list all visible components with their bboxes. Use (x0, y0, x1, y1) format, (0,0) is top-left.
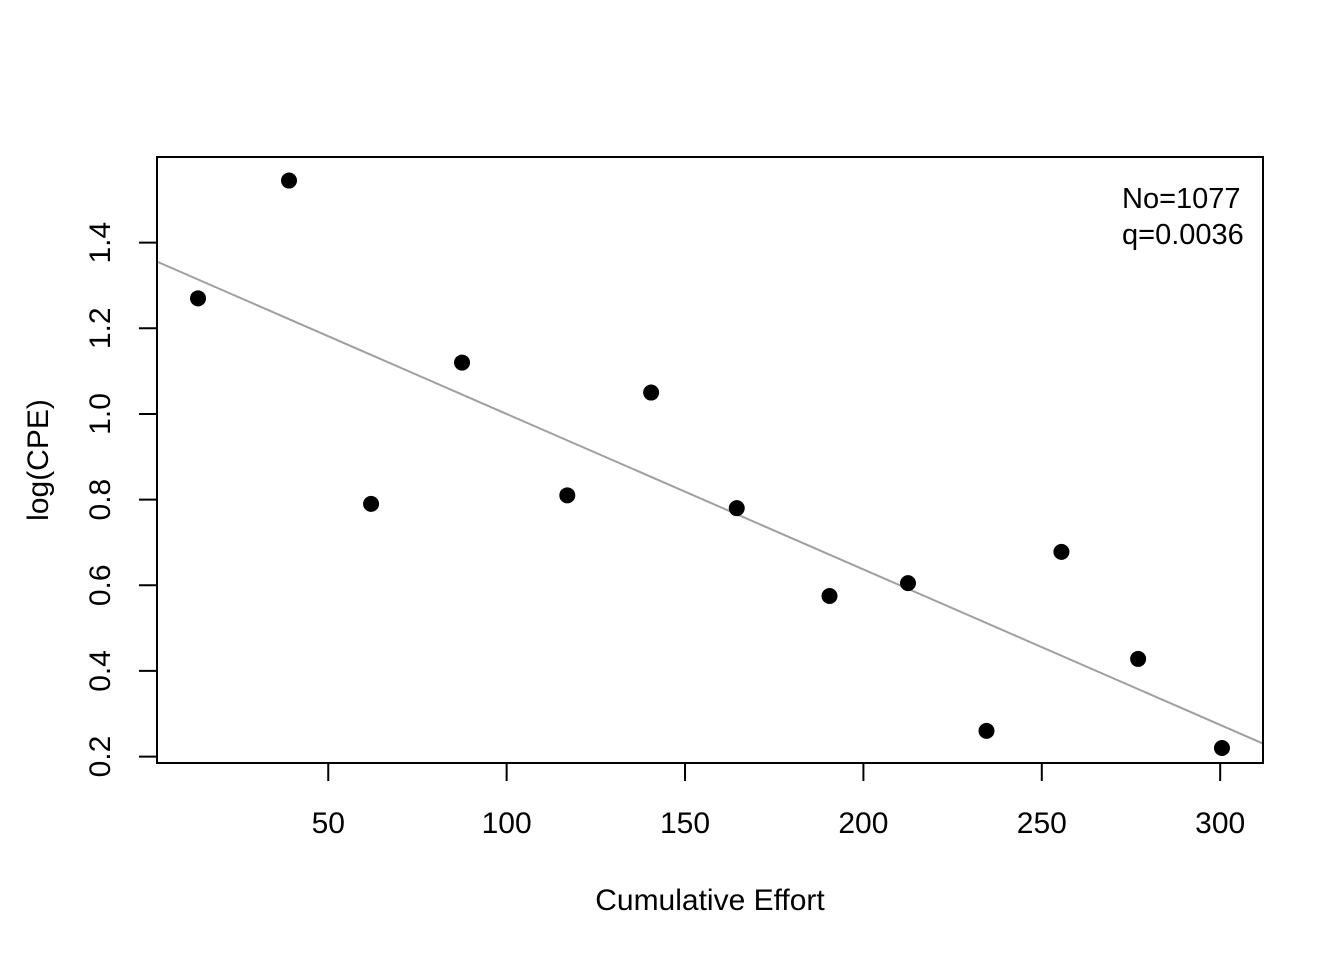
data-point (821, 587, 838, 604)
x-tick-label: 50 (312, 807, 345, 840)
fit-line-layer (156, 260, 1264, 745)
y-tick-label: 1.4 (84, 222, 117, 264)
data-point (559, 487, 576, 504)
annotation-no: No=1077 (1122, 183, 1241, 215)
data-point (190, 290, 207, 307)
y-tick-label: 0.8 (84, 479, 117, 521)
y-tick-label: 1.2 (84, 307, 117, 349)
data-point (454, 354, 471, 371)
x-axis-title: Cumulative Effort (595, 884, 825, 917)
x-tick-label: 250 (1017, 807, 1067, 840)
data-point (281, 172, 298, 189)
data-point (363, 495, 380, 512)
regression-line (156, 260, 1264, 745)
x-tick-label: 100 (482, 807, 532, 840)
x-tick-label: 150 (660, 807, 710, 840)
annotation-q: q=0.0036 (1122, 219, 1244, 251)
y-tick-label: 0.2 (84, 736, 117, 778)
data-point (1213, 740, 1230, 757)
y-tick-label: 0.4 (84, 650, 117, 692)
data-point (728, 500, 745, 517)
data-point (1130, 650, 1147, 667)
data-point (900, 575, 917, 592)
data-point (1053, 543, 1070, 560)
x-tick-label: 300 (1195, 807, 1245, 840)
y-tick-label: 0.6 (84, 564, 117, 606)
data-points (190, 172, 1230, 757)
y-axis-title: log(CPE) (22, 399, 55, 521)
plot-frame (156, 156, 1264, 764)
axes: 50 100 150 200 250 300 0.2 0.4 0.6 0.8 1.0 1.2 1.4 (84, 222, 1245, 840)
data-point (643, 384, 660, 401)
x-tick-label: 200 (838, 807, 888, 840)
data-point (978, 722, 995, 739)
y-tick-label: 1.0 (84, 393, 117, 435)
